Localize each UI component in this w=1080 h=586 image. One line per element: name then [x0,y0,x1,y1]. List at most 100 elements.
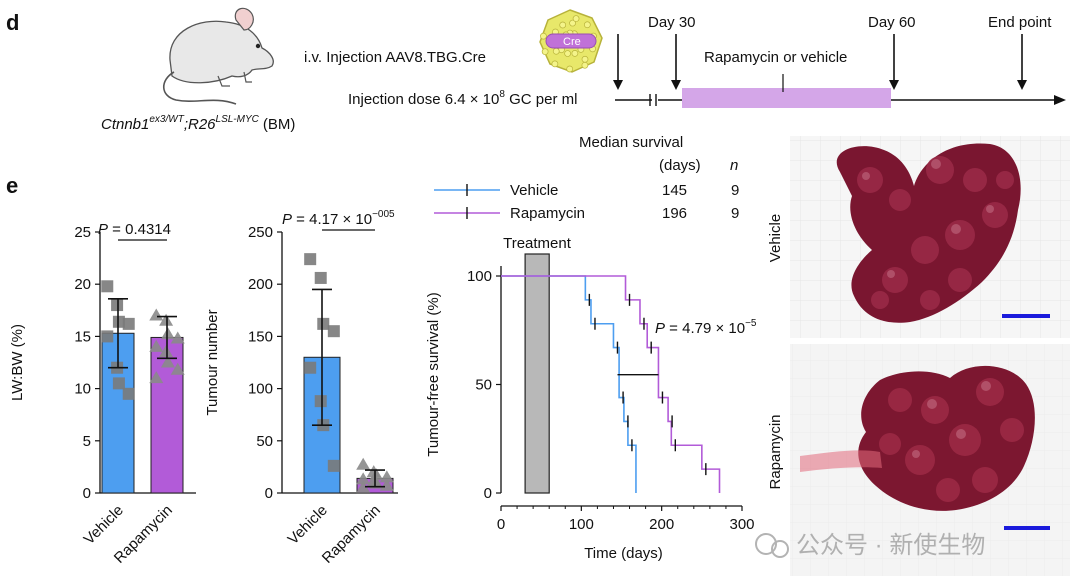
rapamycin-scale-bar [1004,526,1050,530]
dose-label: Injection dose 6.4 × 108 GC per ml [348,89,577,108]
y-tick-label: 25 [74,224,91,241]
data-point [379,478,394,491]
treatment-window [524,253,550,494]
virus-capsid-dot [564,50,571,57]
median-value-vehicle: 145 [662,182,687,199]
x-tick-label: 100 [569,516,594,533]
n-value-vehicle: 9 [731,182,739,199]
y-tick-label: 10 [74,381,91,398]
legend-label-vehicle: Vehicle [510,182,558,199]
virus-capsid-dot [571,50,579,57]
data-point [327,459,340,472]
median-value-rapamycin: 196 [662,205,687,222]
y-tick-label: 20 [74,276,91,293]
y-tick-label: 0 [83,485,91,502]
virus-capsid-dot [552,47,560,55]
data-point [314,395,327,408]
data-point [356,480,371,493]
x-tick-label: 300 [729,516,754,533]
wechat-icon [755,533,777,555]
y-tick-label: 0 [265,485,273,502]
x-axis-label: Time (days) [584,545,663,562]
panel-label-e: e [6,173,18,198]
virus-capsid-dot [581,61,589,69]
x-tick-label: 0 [497,516,505,533]
data-point [170,362,185,375]
vehicle-scale-bar [1002,314,1050,318]
day30-label: Day 30 [648,14,696,31]
injection-label: i.v. Injection AAV8.TBG.Cre [304,49,486,66]
watermark: 公众号 · 新使生物 [755,532,985,559]
y-tick-label: 250 [248,224,273,241]
p-value-annotation: P = 4.17 × 10−005 [282,209,395,228]
virus-capsid-dot [541,48,549,56]
data-point [101,330,114,343]
panel-label-d: d [6,10,19,35]
data-point [379,470,394,483]
timeline: Rapamycin or vehicle Day 30 Day 60 End p… [613,14,1066,108]
rapamycin-photo-label: Rapamycin [767,414,784,489]
n-value-rapamycin: 9 [731,205,739,222]
y-tick-label: 0 [484,485,492,502]
data-point [159,345,174,358]
y-tick-label: 100 [248,381,273,398]
data-point [149,371,164,384]
x-tick-label: Vehicle [285,502,331,548]
y-axis-label: LW:BW (%) [9,324,26,401]
y-tick-label: 100 [467,268,492,285]
virus-capsid-dot [583,21,591,29]
data-point [122,387,135,400]
virus-capsid-dot [572,15,580,22]
y-axis-label: Tumour number [204,309,221,415]
survival-curve-rapamycin [501,275,721,493]
median-survival-header: Median survival [579,134,683,151]
p-value-annotation: P = 0.4314 [98,221,171,238]
x-tick-label: 200 [649,516,674,533]
aav-virus-icon: Cre [539,9,603,73]
data-point [160,355,175,368]
virus-capsid-dot [581,55,589,63]
virus-capsid-dot [540,32,547,40]
y-tick-label: 50 [256,433,273,450]
data-point [159,313,174,326]
data-point [149,308,164,321]
p-value-annotation: P = 4.79 × 10−5 [655,318,757,337]
y-tick-label: 50 [475,377,492,394]
y-axis-label: Tumour-free survival (%) [425,292,442,456]
survival-curve-vehicle [501,275,637,493]
data-point [160,327,175,340]
data-point [112,377,125,390]
virus-capsid-dot [566,65,574,73]
survival-chart: Treatment 0 50 100 0 100 200 300 Time (days) Tumo… [425,134,757,562]
y-tick-label: 150 [248,328,273,345]
data-point [304,253,317,266]
data-point [304,361,317,374]
vehicle-photo-label: Vehicle [767,214,784,262]
vehicle-liver-photo [790,136,1070,338]
treatment-window-label: Treatment [503,235,572,252]
virus-label: Cre [563,36,581,48]
y-tick-label: 15 [74,328,91,345]
days-header: (days) [659,157,701,174]
data-point [122,317,135,330]
n-header: n [730,157,738,174]
data-point [314,271,327,284]
data-point [170,331,185,344]
data-point [101,280,114,293]
mouse-illustration [162,7,274,105]
virus-capsid-dot [559,21,567,29]
watermark-text: 公众号 · 新使生物 [796,532,985,559]
data-point [327,325,340,338]
data-point [356,472,371,485]
endpoint-label: End point [988,14,1052,31]
day60-label: Day 60 [868,14,916,31]
genotype-label: Ctnnb1ex3/WT;R26LSL-MYC (BM) [101,114,295,133]
legend-label-rapamycin: Rapamycin [510,205,585,222]
y-tick-label: 200 [248,276,273,293]
virus-capsid-dot [551,60,559,68]
y-tick-label: 5 [83,433,91,450]
data-point [317,317,330,330]
